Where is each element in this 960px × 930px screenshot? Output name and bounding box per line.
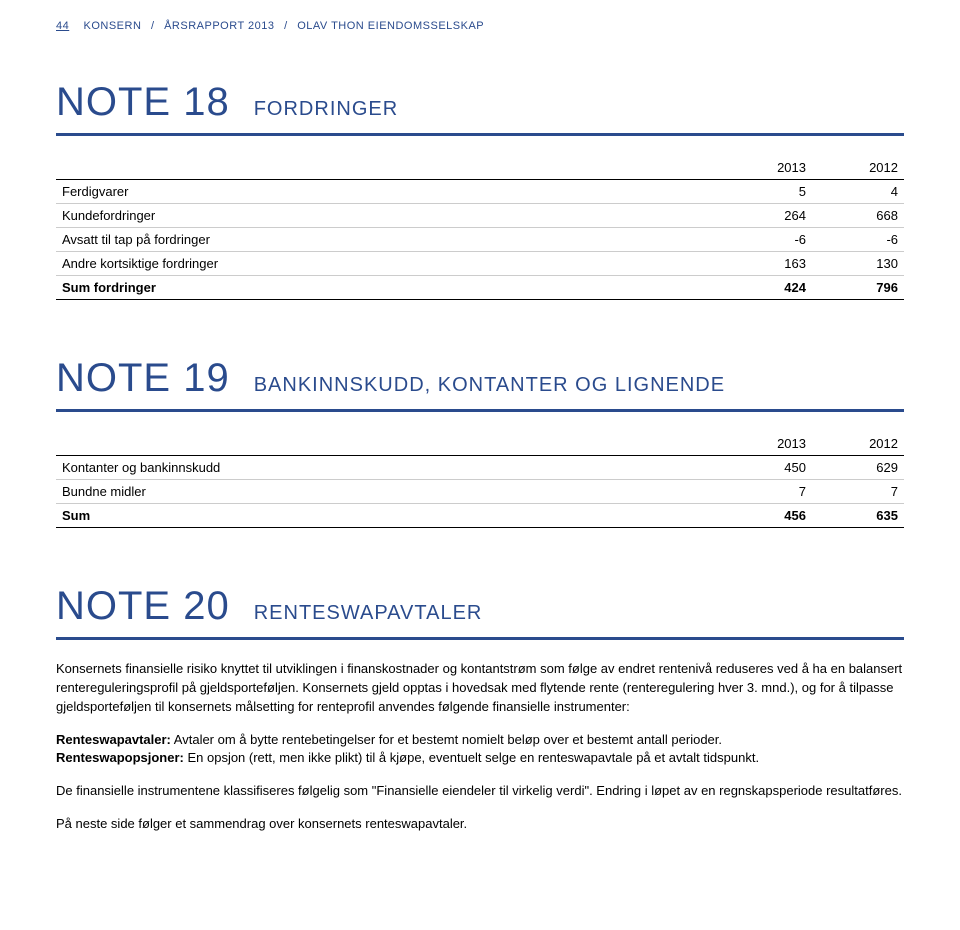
cell-value: -6 (812, 228, 904, 252)
cell-value: 424 (720, 276, 812, 300)
note-20-rule (56, 637, 904, 640)
paragraph: Renteswapavtaler: Avtaler om å bytte ren… (56, 731, 904, 769)
cell-value: -6 (720, 228, 812, 252)
note-19-table: 2013 2012 Kontanter og bankinnskudd 450 … (56, 432, 904, 528)
term-label: Renteswapavtaler: (56, 732, 171, 747)
header-sep-1: / (151, 20, 155, 32)
cell-value: 5 (720, 180, 812, 204)
cell-value: 668 (812, 204, 904, 228)
cell-label: Bundne midler (56, 480, 720, 504)
cell-value: 629 (812, 456, 904, 480)
table-row-sum: Sum 456 635 (56, 504, 904, 528)
note-19: NOTE 19 BANKINNSKUDD, KONTANTER OG LIGNE… (56, 356, 904, 528)
cell-label: Sum (56, 504, 720, 528)
table-header-2013: 2013 (720, 432, 812, 456)
cell-label: Ferdigvarer (56, 180, 720, 204)
term-text: En opsjon (rett, men ikke plikt) til å k… (184, 750, 759, 765)
cell-label: Kundefordringer (56, 204, 720, 228)
table-row: Ferdigvarer 5 4 (56, 180, 904, 204)
header-sep-2: / (284, 20, 288, 32)
header-report: ÅRSRAPPORT 2013 (164, 20, 274, 32)
cell-value: 635 (812, 504, 904, 528)
cell-label: Andre kortsiktige fordringer (56, 252, 720, 276)
page-header: 44 KONSERN / ÅRSRAPPORT 2013 / OLAV THON… (56, 20, 904, 32)
cell-value: 796 (812, 276, 904, 300)
note-19-rule (56, 409, 904, 412)
paragraph: De finansielle instrumentene klassifiser… (56, 782, 904, 801)
table-row: Kontanter og bankinnskudd 450 629 (56, 456, 904, 480)
header-section: KONSERN (84, 20, 142, 32)
note-18-num: NOTE 18 (56, 80, 230, 125)
note-18-label: FORDRINGER (254, 98, 398, 121)
note-20-body: Konsernets finansielle risiko knyttet ti… (56, 660, 904, 834)
cell-value: 7 (812, 480, 904, 504)
table-row-sum: Sum fordringer 424 796 (56, 276, 904, 300)
table-row: Kundefordringer 264 668 (56, 204, 904, 228)
paragraph: Konsernets finansielle risiko knyttet ti… (56, 660, 904, 717)
cell-value: 163 (720, 252, 812, 276)
table-row: Andre kortsiktige fordringer 163 130 (56, 252, 904, 276)
cell-label: Avsatt til tap på fordringer (56, 228, 720, 252)
cell-value: 264 (720, 204, 812, 228)
header-company: OLAV THON EIENDOMSSELSKAP (297, 20, 484, 32)
page-number: 44 (56, 20, 69, 32)
note-18-table: 2013 2012 Ferdigvarer 5 4 Kundefordringe… (56, 156, 904, 300)
cell-value: 450 (720, 456, 812, 480)
term-text: Avtaler om å bytte rentebetingelser for … (171, 732, 722, 747)
note-20-num: NOTE 20 (56, 584, 230, 629)
note-19-label: BANKINNSKUDD, KONTANTER OG LIGNENDE (254, 374, 725, 397)
note-18: NOTE 18 FORDRINGER 2013 2012 Ferdigvarer… (56, 80, 904, 300)
cell-value: 130 (812, 252, 904, 276)
paragraph: På neste side følger et sammendrag over … (56, 815, 904, 834)
cell-label: Kontanter og bankinnskudd (56, 456, 720, 480)
table-row: Bundne midler 7 7 (56, 480, 904, 504)
table-header-blank (56, 432, 720, 456)
note-20-label: RENTESWAPAVTALER (254, 602, 483, 625)
cell-value: 456 (720, 504, 812, 528)
table-header-2012: 2012 (812, 432, 904, 456)
note-20: NOTE 20 RENTESWAPAVTALER Konsernets fina… (56, 584, 904, 834)
cell-value: 4 (812, 180, 904, 204)
note-19-num: NOTE 19 (56, 356, 230, 401)
term-label: Renteswapopsjoner: (56, 750, 184, 765)
table-header-2013: 2013 (720, 156, 812, 180)
table-header-blank (56, 156, 720, 180)
cell-value: 7 (720, 480, 812, 504)
table-row: Avsatt til tap på fordringer -6 -6 (56, 228, 904, 252)
table-header-2012: 2012 (812, 156, 904, 180)
cell-label: Sum fordringer (56, 276, 720, 300)
note-18-rule (56, 133, 904, 136)
